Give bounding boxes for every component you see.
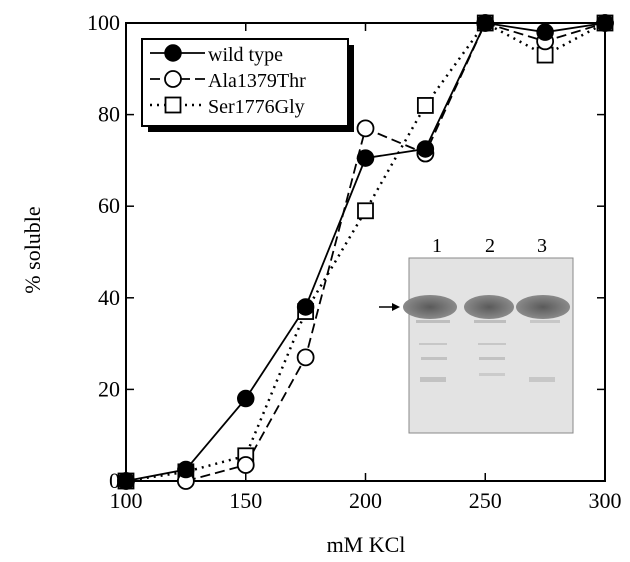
lane-label-1: 1 [432, 235, 442, 257]
x-tick-label: 300 [589, 488, 622, 513]
data-point-wild-type [536, 23, 554, 41]
y-axis-title: % soluble [20, 206, 45, 293]
gel-band-lane-3 [516, 295, 570, 319]
y-tick-label: 40 [98, 285, 120, 310]
data-point-ala1379thr [356, 119, 375, 138]
x-tick-label: 200 [349, 488, 382, 513]
legend-items [150, 44, 205, 114]
gel-inset: 1 2 3 [379, 235, 574, 434]
lane-label-2: 2 [485, 235, 495, 257]
x-tick-label: 100 [110, 488, 143, 513]
gel-image [408, 257, 574, 434]
gel-band-lane-1 [403, 295, 457, 319]
data-point-wild-type [296, 298, 315, 316]
legend-label-ser1776gly: Ser1776Gly [208, 96, 305, 118]
data-point-wild-type [237, 389, 255, 408]
legend-marker-ser1776gly [164, 96, 182, 114]
y-tick-label: 60 [98, 193, 120, 218]
legend-label-wild-type: wild type [208, 44, 283, 66]
y-tick-label: 20 [98, 376, 120, 401]
legend-label-ala1379thr: Ala1379Thr [208, 70, 306, 92]
y-tick-label: 0 [109, 468, 120, 493]
x-tick-label: 150 [229, 488, 262, 513]
arrow-icon [379, 303, 400, 311]
legend-marker-ala1379thr [164, 70, 182, 88]
data-point-wild-type [596, 14, 614, 32]
data-point-ala1379thr [236, 456, 255, 474]
y-tick-label: 80 [98, 102, 120, 127]
data-point-ser1776gly [416, 97, 434, 114]
legend: wild type Ala1379Thr Ser1776Gly [141, 38, 354, 132]
data-point-wild-type [356, 149, 375, 167]
data-point-ala1379thr [296, 348, 315, 367]
gel-band-lane-2 [464, 295, 514, 319]
legend-marker-wild-type [164, 44, 182, 62]
x-axis-title: mM KCl [327, 532, 406, 557]
x-tick-label: 250 [469, 488, 502, 513]
lane-label-3: 3 [537, 235, 547, 257]
data-point-ser1776gly [357, 202, 374, 220]
y-tick-label: 100 [87, 10, 120, 35]
series-layer [117, 14, 614, 490]
gel-minor-bands [416, 320, 560, 382]
data-point-wild-type [416, 140, 435, 158]
data-point-wild-type [476, 14, 494, 32]
data-point-wild-type [117, 472, 135, 490]
data-point-wild-type [177, 460, 195, 479]
